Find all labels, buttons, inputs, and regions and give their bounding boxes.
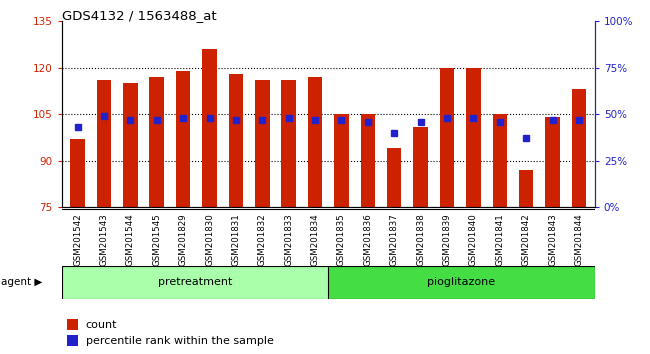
Bar xyxy=(545,117,560,207)
Text: GSM201542: GSM201542 xyxy=(73,213,82,266)
Bar xyxy=(387,148,402,207)
Bar xyxy=(67,335,78,346)
Text: GSM201842: GSM201842 xyxy=(522,213,530,266)
Text: GSM201544: GSM201544 xyxy=(126,213,135,266)
Bar xyxy=(519,170,534,207)
Bar xyxy=(308,77,322,207)
Text: GSM201830: GSM201830 xyxy=(205,213,214,266)
Bar xyxy=(62,266,328,299)
Text: GSM201545: GSM201545 xyxy=(152,213,161,266)
Text: GSM201844: GSM201844 xyxy=(575,213,584,266)
Text: GSM201841: GSM201841 xyxy=(495,213,504,266)
Bar xyxy=(150,77,164,207)
Text: GSM201839: GSM201839 xyxy=(443,213,452,266)
Text: count: count xyxy=(86,320,117,330)
Bar xyxy=(176,71,190,207)
Bar xyxy=(334,114,348,207)
Text: GSM201835: GSM201835 xyxy=(337,213,346,266)
Text: percentile rank within the sample: percentile rank within the sample xyxy=(86,336,274,346)
Bar xyxy=(255,80,270,207)
Bar xyxy=(413,127,428,207)
Text: GSM201832: GSM201832 xyxy=(258,213,266,266)
Bar xyxy=(229,74,243,207)
Bar xyxy=(571,90,586,207)
Bar xyxy=(493,114,507,207)
Text: GSM201833: GSM201833 xyxy=(284,213,293,266)
Bar xyxy=(466,68,480,207)
Bar xyxy=(361,114,375,207)
Text: GSM201840: GSM201840 xyxy=(469,213,478,266)
Bar xyxy=(70,139,85,207)
Text: GSM201831: GSM201831 xyxy=(231,213,240,266)
Text: GSM201543: GSM201543 xyxy=(99,213,109,266)
Text: GSM201838: GSM201838 xyxy=(416,213,425,266)
Bar xyxy=(328,266,595,299)
Bar xyxy=(440,68,454,207)
Text: GSM201834: GSM201834 xyxy=(311,213,320,266)
Text: pioglitazone: pioglitazone xyxy=(428,277,495,287)
Text: GDS4132 / 1563488_at: GDS4132 / 1563488_at xyxy=(62,9,216,22)
Text: GSM201843: GSM201843 xyxy=(548,213,557,266)
Text: GSM201837: GSM201837 xyxy=(390,213,398,266)
Text: pretreatment: pretreatment xyxy=(158,277,232,287)
Bar xyxy=(97,80,111,207)
Bar xyxy=(67,319,78,330)
Bar xyxy=(123,83,138,207)
Bar xyxy=(202,49,216,207)
Text: agent ▶: agent ▶ xyxy=(1,277,42,287)
Bar xyxy=(281,80,296,207)
Text: GSM201836: GSM201836 xyxy=(363,213,372,266)
Text: GSM201829: GSM201829 xyxy=(179,213,188,266)
